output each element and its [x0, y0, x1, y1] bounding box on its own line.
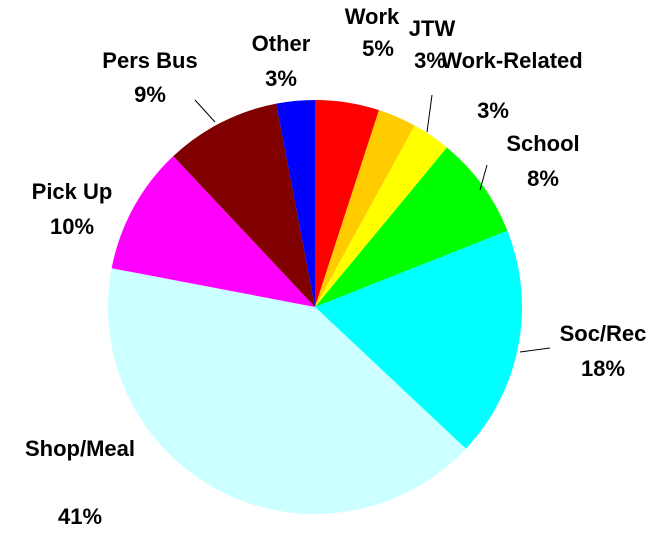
slice-value-label: 8%	[527, 166, 559, 191]
pie-slice	[315, 110, 415, 307]
leader-line	[194, 99, 216, 123]
pie-slice	[315, 147, 508, 307]
slice-value-label: 3%	[265, 66, 297, 91]
slice-label: School	[506, 131, 579, 156]
slice-value-label: 5%	[362, 36, 394, 61]
leader-line	[426, 94, 433, 133]
slice-label: Work	[345, 4, 400, 29]
slice-value-label: 3%	[414, 48, 446, 73]
slice-label: Work-Related	[441, 48, 582, 73]
slice-label: Pers Bus	[102, 48, 197, 73]
pie-slice	[315, 125, 447, 307]
leader-line	[519, 347, 551, 353]
slice-value-label: 18%	[581, 356, 625, 381]
slice-label: Soc/Rec	[560, 321, 647, 346]
leader-line	[479, 164, 488, 191]
slice-value-label: 41%	[58, 504, 102, 529]
slice-label: Other	[252, 31, 311, 56]
slice-label: Pick Up	[32, 179, 113, 204]
slice-label: JTW	[409, 16, 456, 41]
pie-slice	[173, 103, 315, 308]
pie-slice	[111, 156, 316, 307]
pie-slice	[315, 230, 522, 449]
slice-value-label: 9%	[134, 82, 166, 107]
slice-value-label: 3%	[477, 98, 509, 123]
pie-slice	[107, 268, 466, 515]
pie-slice	[315, 100, 379, 307]
pie-slice	[276, 100, 315, 307]
slice-label: Shop/Meal	[25, 436, 135, 461]
slice-value-label: 10%	[50, 214, 94, 239]
